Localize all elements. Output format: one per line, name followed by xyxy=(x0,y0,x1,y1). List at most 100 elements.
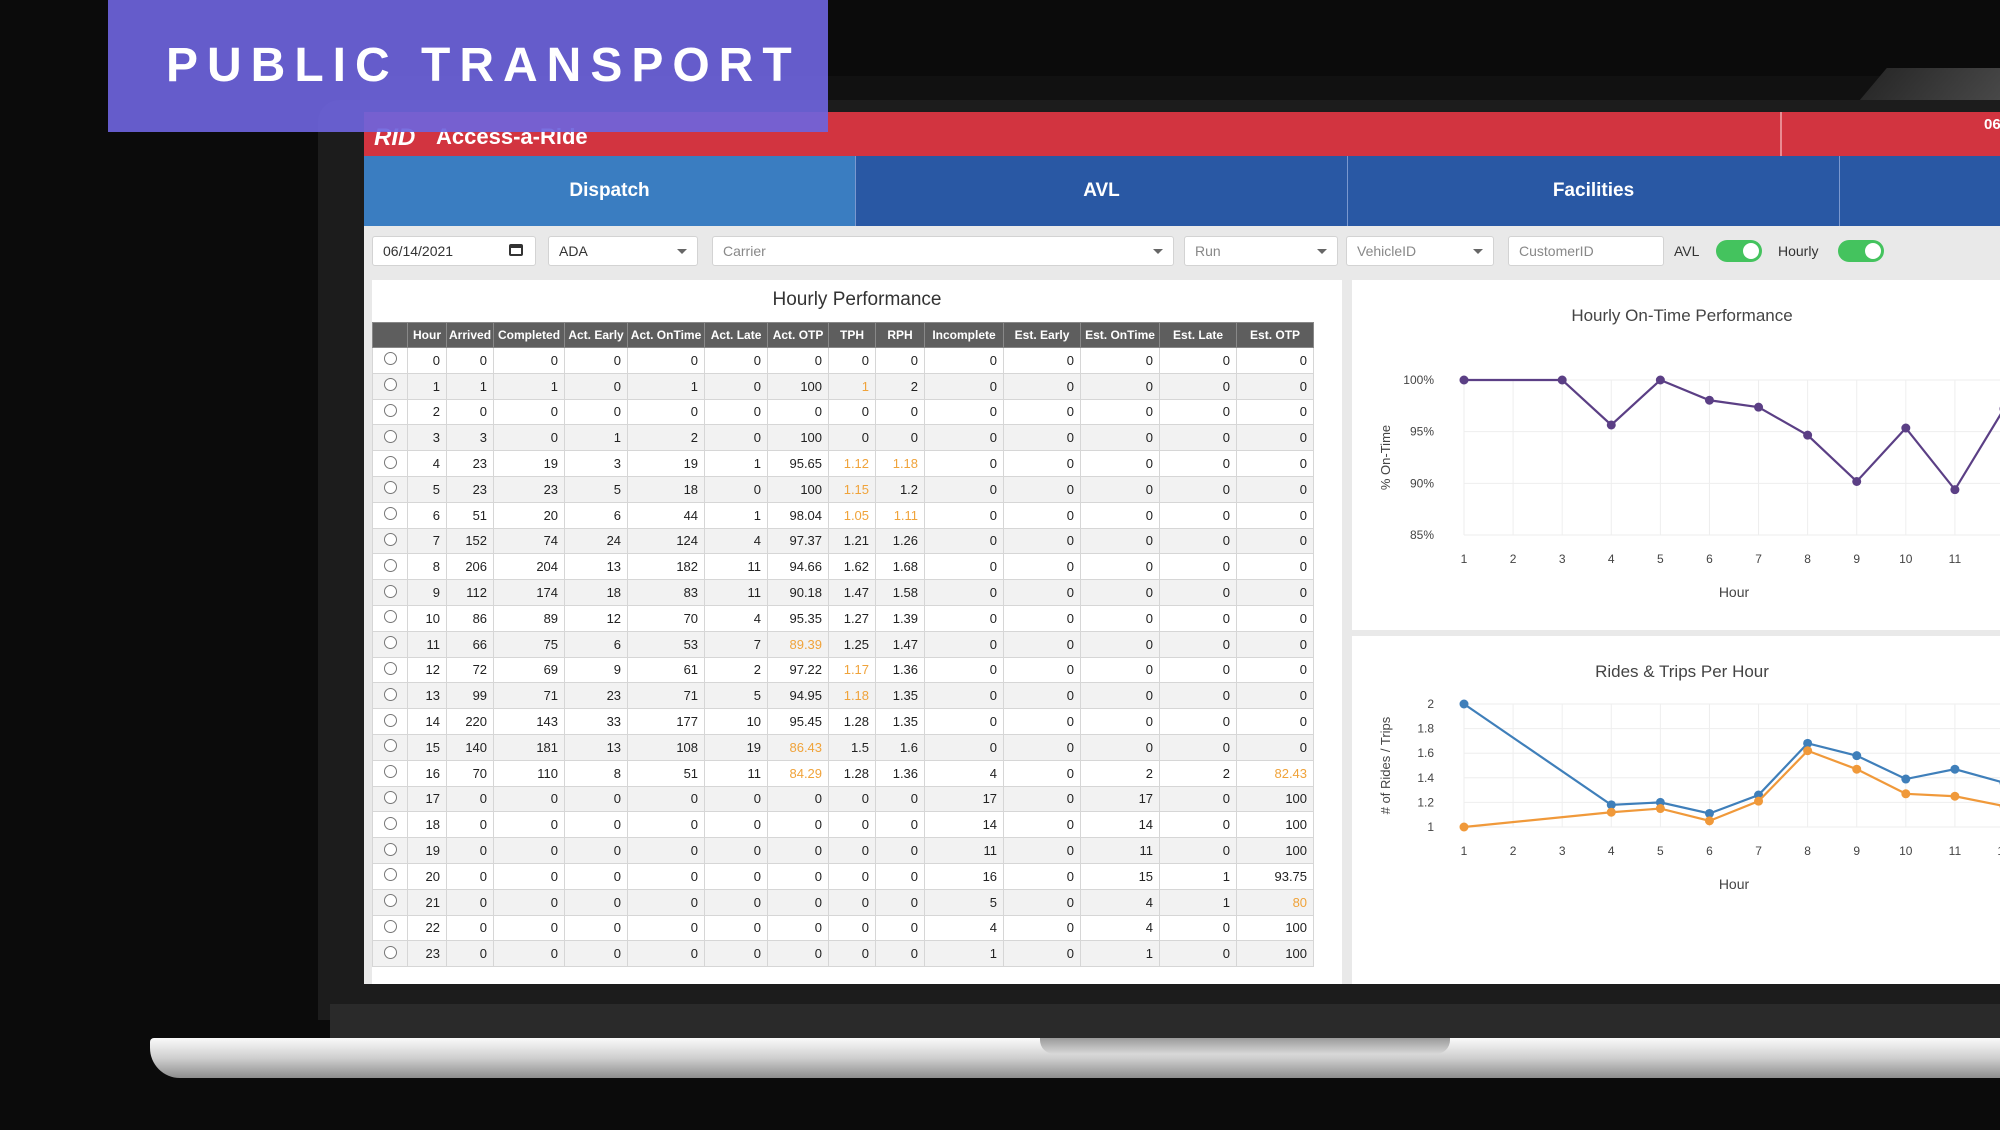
vehicle-select[interactable]: VehicleID xyxy=(1346,236,1494,266)
row-radio[interactable] xyxy=(383,713,397,727)
data-point[interactable] xyxy=(1901,774,1911,784)
tab-dispatch[interactable]: Dispatch xyxy=(364,156,856,226)
data-point[interactable] xyxy=(1704,816,1714,826)
column-header[interactable]: Est. Late xyxy=(1159,322,1238,348)
table-row[interactable]: 16 70 110 8 51 11 84.29 1.28 1.36 4 0 2 2 82.43 xyxy=(372,759,1315,787)
table-row[interactable]: 22 0 0 0 0 0 0 0 0 4 0 4 0 100 xyxy=(372,914,1315,942)
tab-facilities[interactable]: Facilities xyxy=(1348,156,1840,226)
data-point[interactable] xyxy=(1704,395,1714,405)
row-radio[interactable] xyxy=(383,661,397,675)
column-header[interactable]: Est. Early xyxy=(1003,322,1082,348)
data-point[interactable] xyxy=(1803,430,1813,440)
row-radio[interactable] xyxy=(383,455,397,469)
column-header[interactable]: RPH xyxy=(875,322,926,348)
row-radio[interactable] xyxy=(383,429,397,443)
data-point[interactable] xyxy=(1950,764,1960,774)
tab-avl[interactable]: AVL xyxy=(856,156,1348,226)
row-radio[interactable] xyxy=(383,584,397,598)
row-radio[interactable] xyxy=(383,868,397,882)
mode-select[interactable]: ADA xyxy=(548,236,698,266)
data-point[interactable] xyxy=(1606,420,1616,430)
data-point[interactable] xyxy=(1754,796,1764,806)
data-point[interactable] xyxy=(1950,485,1960,495)
table-row[interactable]: 5 23 23 5 18 0 100 1.15 1.2 0 0 0 0 0 xyxy=(372,475,1315,503)
run-select[interactable]: Run xyxy=(1184,236,1338,266)
date-input[interactable]: 06/14/2021 xyxy=(372,236,536,266)
row-radio[interactable] xyxy=(383,352,397,366)
data-point[interactable] xyxy=(1901,789,1911,799)
table-row[interactable]: 18 0 0 0 0 0 0 0 0 14 0 14 0 100 xyxy=(372,811,1315,839)
row-radio[interactable] xyxy=(383,894,397,908)
customer-input[interactable]: CustomerID xyxy=(1508,236,1664,266)
data-point[interactable] xyxy=(1655,804,1665,814)
table-row[interactable]: 14 220 143 33 177 10 95.45 1.28 1.35 0 0 0 0 0 xyxy=(372,708,1315,735)
table-row[interactable]: 23 0 0 0 0 0 0 0 0 1 0 1 0 100 xyxy=(372,940,1315,968)
table-row[interactable]: 17 0 0 0 0 0 0 0 0 17 0 17 0 100 xyxy=(372,785,1315,813)
table-row[interactable]: 6 51 20 6 44 1 98.04 1.05 1.11 0 0 0 0 0 xyxy=(372,501,1315,529)
column-header[interactable]: Completed xyxy=(493,322,566,348)
table-row[interactable]: 11 66 75 6 53 7 89.39 1.25 1.47 0 0 0 0 0 xyxy=(372,630,1315,658)
row-radio[interactable] xyxy=(383,532,397,546)
data-point[interactable] xyxy=(1852,751,1862,761)
table-row[interactable]: 7 152 74 24 124 4 97.37 1.21 1.26 0 0 0 0 0 xyxy=(372,527,1315,555)
data-point[interactable] xyxy=(1606,807,1616,817)
row-radio[interactable] xyxy=(383,765,397,779)
table-row[interactable]: 1 1 1 0 1 0 100 1 2 0 0 0 0 0 xyxy=(372,372,1315,400)
data-point[interactable] xyxy=(1557,375,1567,385)
table-row[interactable]: 8 206 204 13 182 11 94.66 1.62 1.68 0 0 0 0 0 xyxy=(372,553,1315,581)
column-header[interactable]: Est. OTP xyxy=(1236,322,1315,348)
column-header[interactable]: Act. OTP xyxy=(767,322,830,348)
data-point[interactable] xyxy=(1459,822,1469,832)
data-point[interactable] xyxy=(1459,699,1469,709)
table-row[interactable]: 13 99 71 23 71 5 94.95 1.18 1.35 0 0 0 0 0 xyxy=(372,682,1315,710)
column-header[interactable]: Hour xyxy=(407,322,447,348)
table-row[interactable]: 10 86 89 12 70 4 95.35 1.27 1.39 0 0 0 0 0 xyxy=(372,604,1315,632)
row-radio[interactable] xyxy=(383,507,397,521)
carrier-select[interactable]: Carrier xyxy=(712,236,1174,266)
row-radio[interactable] xyxy=(383,636,397,650)
row-radio[interactable] xyxy=(383,610,397,624)
calendar-icon[interactable] xyxy=(509,244,523,256)
table-row[interactable]: 20 0 0 0 0 0 0 0 0 16 0 15 1 93.75 xyxy=(372,862,1315,890)
column-header[interactable]: Act. Early xyxy=(564,322,629,348)
data-point[interactable] xyxy=(1852,764,1862,774)
table-row[interactable]: 3 3 0 1 2 0 100 0 0 0 0 0 0 0 xyxy=(372,424,1315,452)
table-row[interactable]: 21 0 0 0 0 0 0 0 0 5 0 4 1 80 xyxy=(372,888,1315,916)
row-radio[interactable] xyxy=(383,790,397,804)
data-point[interactable] xyxy=(1901,423,1911,433)
row-radio[interactable] xyxy=(383,816,397,830)
data-point[interactable] xyxy=(1852,476,1862,486)
row-radio[interactable] xyxy=(383,842,397,856)
row-radio[interactable] xyxy=(383,481,397,495)
column-header[interactable]: TPH xyxy=(828,322,877,348)
data-point[interactable] xyxy=(1655,797,1665,807)
column-header[interactable]: Incomplete xyxy=(924,322,1005,348)
row-radio[interactable] xyxy=(383,739,397,753)
data-point[interactable] xyxy=(1754,402,1764,412)
column-header[interactable]: Est. OnTime xyxy=(1080,322,1161,348)
row-radio[interactable] xyxy=(383,945,397,959)
data-point[interactable] xyxy=(1803,746,1813,756)
data-point[interactable] xyxy=(1803,738,1813,748)
row-radio[interactable] xyxy=(383,919,397,933)
data-point[interactable] xyxy=(1655,375,1665,385)
column-header[interactable]: Arrived xyxy=(445,322,495,348)
row-radio[interactable] xyxy=(383,558,397,572)
data-point[interactable] xyxy=(1950,791,1960,801)
row-radio[interactable] xyxy=(383,378,397,392)
row-radio[interactable] xyxy=(383,403,397,417)
table-row[interactable]: 12 72 69 9 61 2 97.22 1.17 1.36 0 0 0 0 0 xyxy=(372,656,1315,684)
table-row[interactable]: 4 23 19 3 19 1 95.65 1.12 1.18 0 0 0 0 0 xyxy=(372,450,1315,477)
data-point[interactable] xyxy=(1606,800,1616,810)
table-row[interactable]: 9 112 174 18 83 11 90.18 1.47 1.58 0 0 0 0 0 xyxy=(372,579,1315,606)
data-point[interactable] xyxy=(1704,808,1714,818)
table-row[interactable]: 15 140 181 13 108 19 86.43 1.5 1.6 0 0 0 0 0 xyxy=(372,733,1315,761)
column-header[interactable]: Act. Late xyxy=(704,322,769,348)
tab-more[interactable] xyxy=(1840,156,2000,226)
column-header[interactable]: Act. OnTime xyxy=(627,322,706,348)
data-point[interactable] xyxy=(1754,790,1764,800)
table-row[interactable]: 19 0 0 0 0 0 0 0 0 11 0 11 0 100 xyxy=(372,837,1315,864)
row-radio[interactable] xyxy=(383,687,397,701)
hourly-toggle[interactable] xyxy=(1838,240,1884,262)
